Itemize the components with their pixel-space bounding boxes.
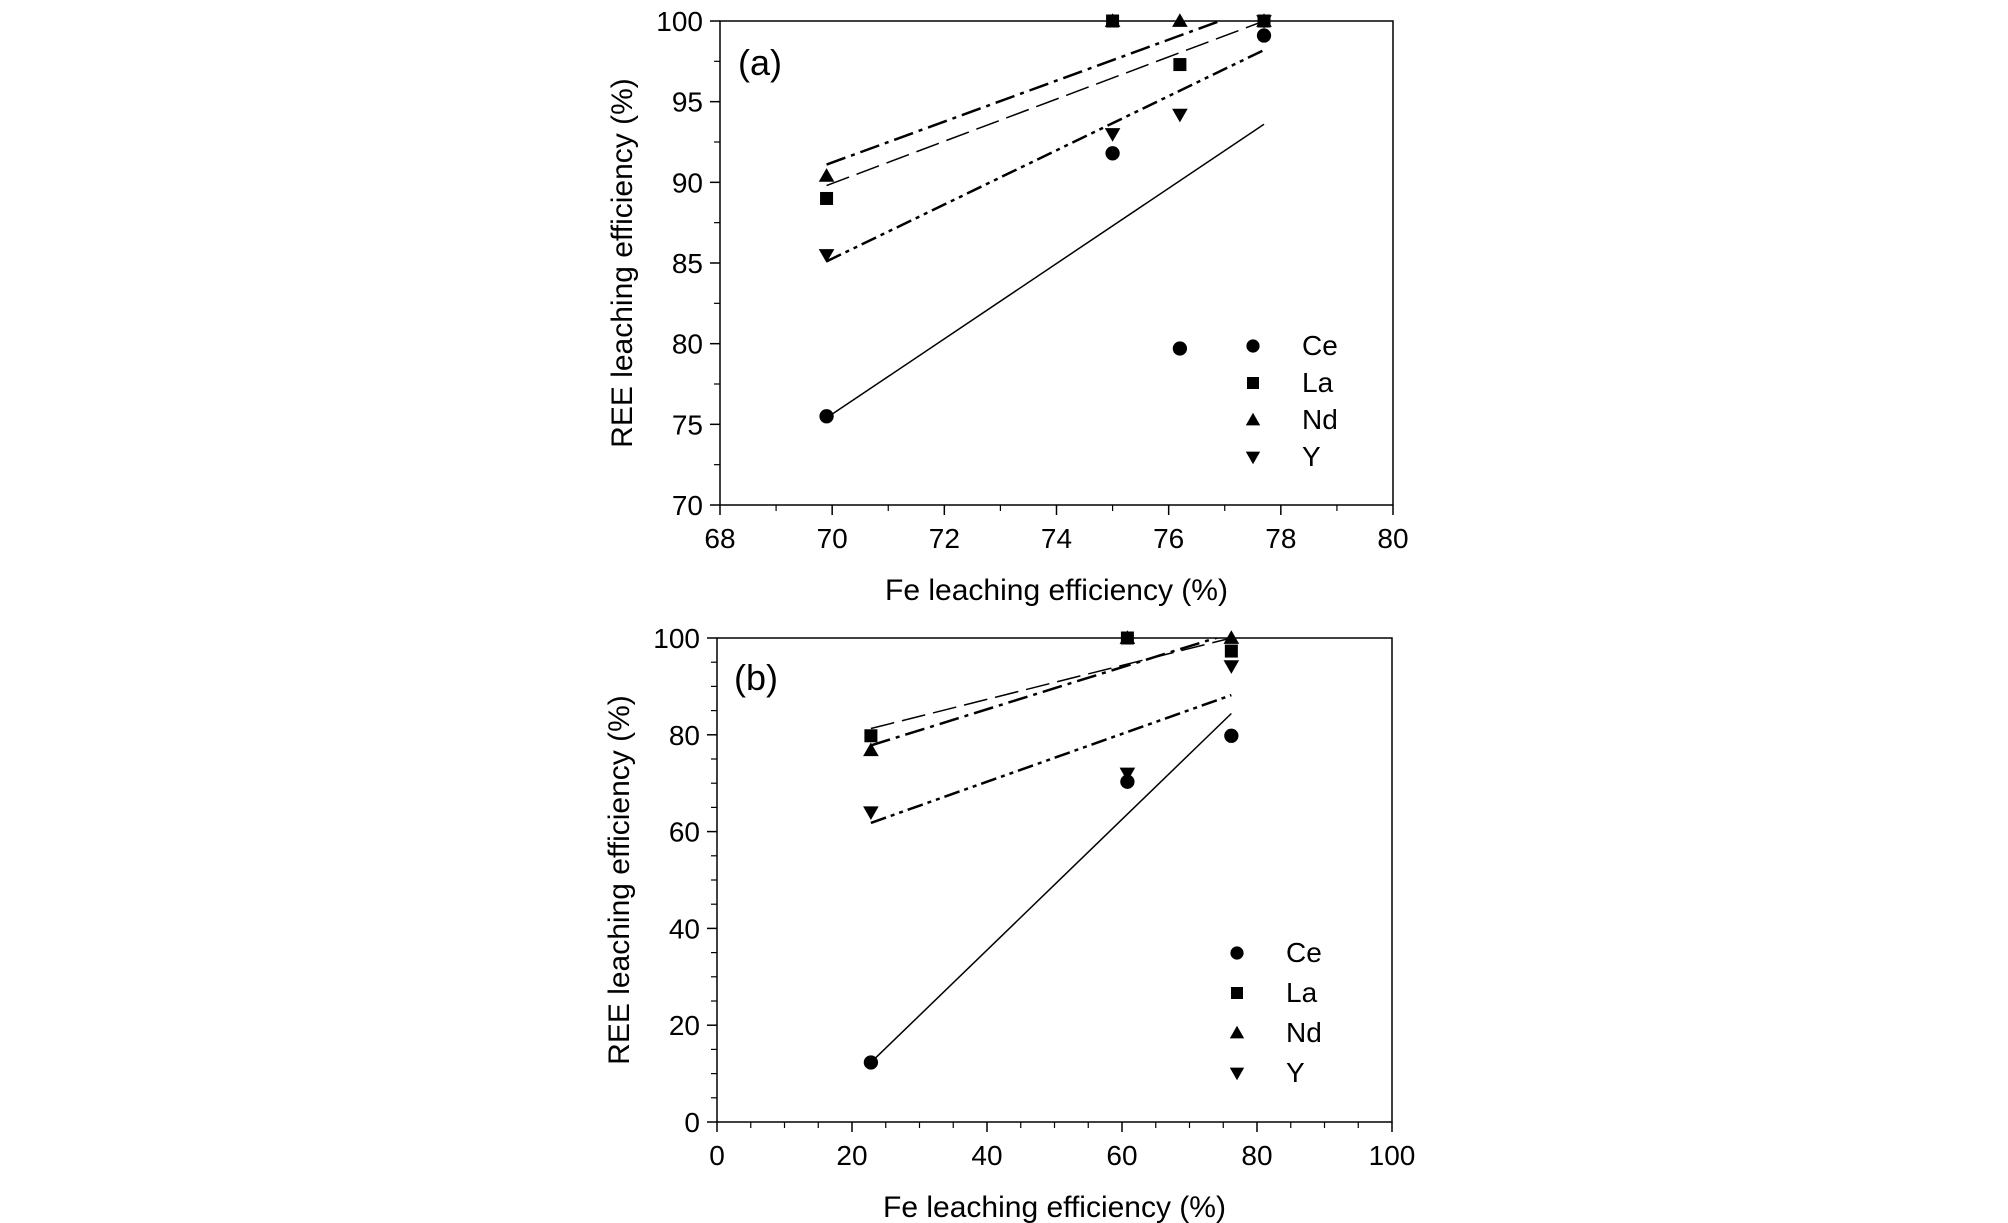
data-point-y (1256, 15, 1272, 29)
data-point-ce (1105, 146, 1120, 161)
fit-line-y (870, 693, 1232, 825)
panel-b-x-axis-label: Fe leaching efficiency (%) (883, 1191, 1226, 1223)
legend-marker-y (1229, 1067, 1245, 1081)
y-tick-label: 80 (672, 329, 703, 360)
data-point-ce (1256, 28, 1272, 43)
panel-b-fit-lines (870, 638, 1232, 1064)
data-point-y (1104, 128, 1121, 142)
legend-label-ce: Ce (1302, 330, 1338, 361)
data-point-nd (1223, 630, 1240, 644)
panel-b-label: (b) (734, 657, 778, 698)
x-tick-label: 80 (1377, 523, 1408, 554)
data-point-y (863, 806, 879, 821)
data-point-la (820, 191, 834, 205)
y-tick-label: 0 (684, 1107, 700, 1138)
fit-line-nd (870, 638, 1221, 747)
data-point-ce (1224, 728, 1239, 743)
y-tick-label: 85 (672, 248, 703, 279)
legend-marker-la (1247, 377, 1259, 389)
legend-label-nd: Nd (1286, 1017, 1322, 1048)
data-point-y (1172, 108, 1188, 123)
y-tick-label: 80 (669, 720, 700, 751)
legend-label-la: La (1286, 977, 1318, 1008)
legend-label-la: La (1302, 367, 1334, 398)
y-tick-label: 100 (653, 623, 700, 654)
data-point-nd (818, 168, 835, 182)
data-point-la (1224, 644, 1238, 658)
panel-b-y-axis-label: REE leaching efficiency (%) (603, 695, 636, 1065)
data-point-nd (1104, 13, 1121, 27)
y-tick-label: 75 (672, 409, 703, 440)
data-point-y (1119, 767, 1136, 782)
panel-b-plot-frame (716, 637, 1393, 1123)
x-tick-label: 72 (929, 523, 960, 554)
x-tick-label: 68 (704, 523, 735, 554)
data-point-ce (1120, 774, 1135, 789)
fit-line-ce (870, 712, 1232, 1064)
legend-marker-ce (1246, 339, 1260, 353)
y-tick-label: 95 (672, 87, 703, 118)
data-point-nd (1119, 630, 1136, 644)
legend-label-ce: Ce (1286, 937, 1322, 968)
data-point-y (1223, 660, 1240, 674)
y-tick-label: 90 (672, 167, 703, 198)
panel-a-x-axis-label: Fe leaching efficiency (%) (885, 574, 1228, 607)
panel-b-points (863, 630, 1240, 1070)
fit-line-nd (826, 21, 1224, 166)
x-tick-label: 60 (1106, 1140, 1137, 1171)
panel-a-points (818, 13, 1272, 424)
data-point-ce (863, 1055, 879, 1070)
panel-b-ticks: 0 20 40 60 80 100 0 20 40 60 80 100 (653, 623, 1415, 1171)
fit-line-y (826, 48, 1265, 263)
x-tick-label: 40 (971, 1140, 1002, 1171)
x-tick-label: 100 (1369, 1140, 1416, 1171)
x-tick-label: 70 (817, 523, 848, 554)
legend-marker-nd (1229, 1025, 1245, 1039)
x-tick-label: 76 (1153, 523, 1184, 554)
panel-a-legend: Ce La Nd Y (1245, 330, 1338, 472)
y-tick-label: 70 (672, 490, 703, 521)
data-point-nd (863, 742, 879, 757)
panel-b: 0 20 40 60 80 100 0 20 40 60 80 100 (b) Fe leaching… (603, 623, 1415, 1223)
panel-a-label: (a) (738, 42, 782, 83)
data-point-la (1173, 58, 1187, 72)
data-point-ce (819, 409, 834, 424)
legend-label-y: Y (1286, 1057, 1305, 1088)
data-point-la (864, 729, 878, 743)
legend-marker-ce (1230, 946, 1244, 960)
data-point-nd (1172, 13, 1188, 27)
legend-label-y: Y (1302, 441, 1321, 472)
panel-a-fit-lines (826, 21, 1265, 419)
legend-label-nd: Nd (1302, 404, 1338, 435)
x-tick-label: 78 (1265, 523, 1296, 554)
legend-marker-la (1231, 987, 1243, 999)
panel-a-y-axis-label: REE leaching efficiency (%) (606, 78, 639, 448)
legend-marker-y (1245, 451, 1261, 465)
y-tick-label: 20 (669, 1010, 700, 1041)
y-tick-label: 40 (669, 913, 700, 944)
x-tick-label: 74 (1041, 523, 1072, 554)
data-point-y (818, 249, 835, 263)
y-tick-label: 100 (656, 6, 703, 37)
legend-marker-nd (1245, 412, 1261, 426)
y-tick-label: 60 (669, 817, 700, 848)
x-tick-label: 20 (836, 1140, 867, 1171)
x-tick-label: 0 (709, 1140, 725, 1171)
data-point-ce (1172, 341, 1188, 356)
panel-b-legend: Ce La Nd Y (1229, 937, 1322, 1088)
fit-line-ce (826, 123, 1265, 419)
fit-line-la (826, 21, 1265, 187)
x-tick-label: 80 (1241, 1140, 1272, 1171)
